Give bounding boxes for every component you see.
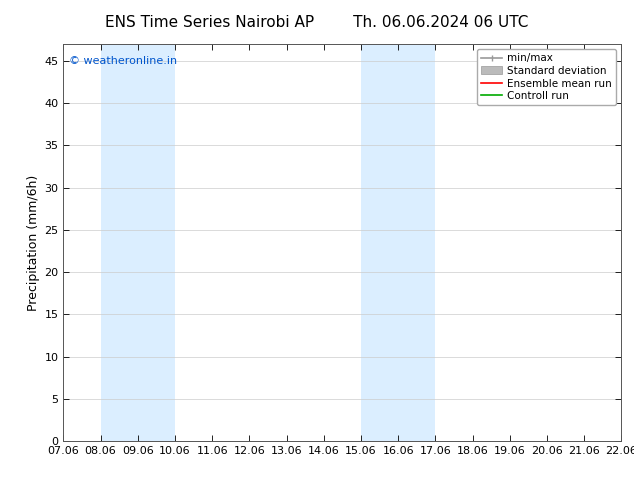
Y-axis label: Precipitation (mm/6h): Precipitation (mm/6h): [27, 174, 40, 311]
Text: ENS Time Series Nairobi AP        Th. 06.06.2024 06 UTC: ENS Time Series Nairobi AP Th. 06.06.202…: [105, 15, 529, 30]
Text: © weatheronline.in: © weatheronline.in: [69, 56, 177, 66]
Bar: [101, 44, 175, 441]
Bar: [361, 44, 436, 441]
Legend: min/max, Standard deviation, Ensemble mean run, Controll run: min/max, Standard deviation, Ensemble me…: [477, 49, 616, 105]
